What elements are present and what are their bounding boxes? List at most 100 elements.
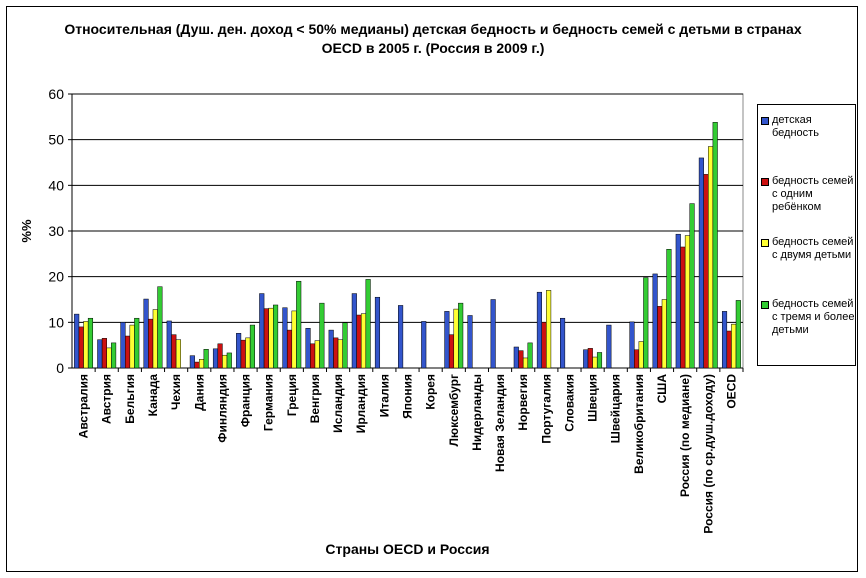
x-tick-label: Германия: [262, 374, 276, 431]
bar: [513, 346, 519, 369]
bar: [721, 311, 728, 369]
bar: [490, 299, 496, 369]
bar: [314, 340, 320, 369]
x-tick-label: Греция: [285, 374, 299, 416]
legend: детская бедность бедность семей с одним …: [757, 104, 856, 366]
x-tick-label: Швейцария: [609, 374, 623, 443]
x-tick-label: США: [655, 374, 669, 404]
bar: [634, 349, 640, 369]
x-tick-label: Словакия: [562, 374, 576, 432]
bar: [527, 342, 533, 369]
bar: [226, 352, 232, 369]
bar: [541, 322, 547, 369]
bar: [263, 308, 269, 369]
bar: [587, 348, 593, 369]
y-tick-label: 30: [48, 223, 64, 239]
bar: [152, 309, 158, 369]
x-tick-label: Россия (по медиане): [678, 374, 692, 497]
bar: [259, 293, 265, 369]
bar: [291, 310, 297, 369]
x-tick-label: Корея: [424, 374, 438, 410]
bar: [652, 273, 658, 369]
chart-frame: [6, 6, 858, 572]
bar: [111, 342, 117, 369]
bar: [708, 146, 714, 369]
bar: [171, 334, 177, 369]
bar: [273, 304, 279, 369]
x-tick-label: Ирландия: [354, 374, 368, 433]
bar: [333, 337, 339, 369]
bar: [596, 352, 603, 369]
legend-label-two-children: бедность семей с двумя детьми: [772, 236, 854, 261]
x-tick-label: Нидерланды: [470, 374, 484, 451]
x-tick-label: Австрия: [100, 374, 114, 424]
bar: [87, 317, 94, 369]
bar: [518, 350, 524, 369]
bar: [240, 339, 246, 369]
x-tick-label: Португалия: [539, 374, 553, 444]
bar: [365, 279, 371, 369]
bar: [583, 349, 589, 369]
bar: [129, 324, 135, 369]
bar: [199, 359, 205, 369]
bar: [522, 357, 529, 369]
bar: [148, 318, 154, 369]
bar: [606, 324, 612, 369]
bar: [222, 354, 228, 369]
x-tick-label: Италия: [377, 374, 391, 417]
bar: [120, 322, 126, 369]
x-tick-label: Франция: [239, 374, 253, 427]
x-axis-label: Страны OECD и Россия: [325, 541, 490, 557]
bar: [629, 321, 635, 369]
bar: [712, 122, 718, 369]
bar: [536, 291, 542, 369]
bar: [328, 329, 334, 369]
bar: [560, 317, 566, 369]
bar: [689, 203, 695, 369]
bar: [305, 328, 311, 369]
bar: [453, 308, 459, 369]
bar: [319, 302, 325, 369]
bar: [101, 338, 107, 369]
bar: [310, 343, 316, 369]
bar: [458, 302, 464, 369]
bar: [661, 299, 667, 369]
chart-title: Относительная (Душ. ден. доход < 50% мед…: [64, 21, 802, 56]
bar: [398, 305, 404, 369]
bar: [106, 347, 112, 369]
y-tick-label: 20: [48, 269, 64, 285]
bar: [282, 307, 288, 369]
y-tick-label: 0: [56, 360, 64, 376]
bar: [97, 339, 103, 369]
bar: [83, 321, 89, 369]
bar: [675, 233, 681, 369]
x-tick-label: Бельгия: [123, 374, 137, 424]
legend-label-one-child: бедность семей с одним ребёнком: [772, 175, 854, 213]
bar: [643, 277, 649, 369]
bar: [592, 356, 598, 369]
y-tick-label: 40: [48, 177, 64, 193]
x-tick-label: Япония: [401, 374, 415, 419]
y-tick-label: 50: [48, 132, 64, 148]
bar: [124, 335, 131, 369]
x-tick-label: Финляндия: [215, 374, 229, 443]
bar: [74, 313, 80, 369]
y-tick-label: 10: [48, 314, 64, 330]
bar: [236, 333, 242, 369]
bar: [143, 298, 149, 369]
legend-label-child-poverty: детская бедность: [772, 114, 819, 139]
legend-swatch-one-child: [761, 178, 769, 186]
bar: [157, 286, 163, 369]
y-tick-label: 60: [48, 86, 64, 102]
bar: [78, 326, 84, 369]
bar: [680, 246, 686, 369]
x-tick-label: Швеция: [586, 374, 600, 422]
bar: [342, 322, 348, 369]
x-tick-label: Норвегия: [516, 374, 530, 431]
bar: [666, 249, 672, 369]
bar: [249, 324, 255, 369]
legend-label-three-plus-children: бедность семей с тремя и более детьми: [772, 298, 855, 336]
bar: [726, 330, 732, 369]
x-tick-label: Исландия: [331, 374, 345, 433]
bar: [684, 235, 691, 369]
